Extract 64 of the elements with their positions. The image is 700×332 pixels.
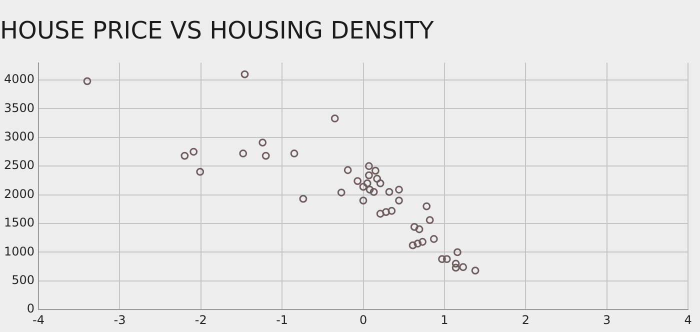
point	[365, 171, 373, 180]
point	[373, 174, 382, 183]
point	[414, 240, 422, 248]
y-tick-label: 500	[12, 273, 35, 288]
y-tick-label: 3000	[4, 130, 35, 144]
point	[382, 208, 390, 216]
point	[359, 182, 368, 191]
point	[258, 138, 267, 147]
point	[370, 188, 378, 196]
x-tick-label: 4	[684, 312, 692, 327]
point	[388, 206, 396, 215]
point	[408, 241, 417, 250]
y-tick-label: 2500	[4, 158, 35, 172]
point	[376, 210, 384, 218]
x-tick-label: -4	[32, 312, 45, 327]
y-tick-label: 0	[26, 302, 35, 316]
point	[337, 188, 346, 196]
point	[395, 186, 403, 194]
chart-title: HOUSE PRICE VS HOUSING DENSITY	[0, 16, 434, 45]
y-tick-label: 2000	[4, 186, 35, 201]
point	[426, 216, 434, 224]
point	[471, 266, 480, 275]
x-tick-label: -3	[114, 312, 126, 327]
y-tick-label: 1000	[4, 244, 35, 258]
point	[240, 70, 249, 78]
x-tick-label: 0	[359, 312, 368, 327]
point	[359, 196, 368, 204]
point	[290, 150, 298, 158]
x-tick-label: 1	[440, 312, 448, 327]
x-tick-label: -2	[194, 312, 207, 327]
point	[365, 162, 373, 170]
x-tick-label: 3	[602, 312, 611, 327]
point	[262, 152, 270, 160]
point	[371, 166, 380, 175]
point	[330, 114, 339, 122]
point	[418, 238, 426, 246]
point	[438, 255, 446, 264]
point	[453, 248, 462, 256]
point	[366, 186, 374, 194]
point	[459, 263, 468, 272]
x-tick-label: 2	[522, 312, 530, 327]
point	[299, 194, 308, 203]
y-tick-label: 3500	[4, 100, 35, 115]
point	[190, 148, 198, 156]
point	[363, 179, 372, 188]
point	[452, 264, 460, 272]
point	[415, 225, 424, 234]
point	[196, 168, 204, 176]
point	[344, 166, 352, 174]
y-tick-label: 1500	[4, 216, 35, 230]
point	[395, 196, 403, 204]
point	[180, 152, 189, 160]
point	[83, 77, 92, 86]
point	[354, 177, 362, 185]
point	[239, 150, 248, 158]
point	[410, 223, 418, 231]
y-tick-label: 4000	[4, 72, 35, 86]
point	[452, 260, 460, 268]
point	[422, 202, 431, 210]
point	[430, 235, 438, 243]
point	[376, 179, 384, 188]
point	[385, 188, 394, 196]
point	[442, 255, 451, 264]
x-tick-label: -1	[276, 312, 288, 327]
